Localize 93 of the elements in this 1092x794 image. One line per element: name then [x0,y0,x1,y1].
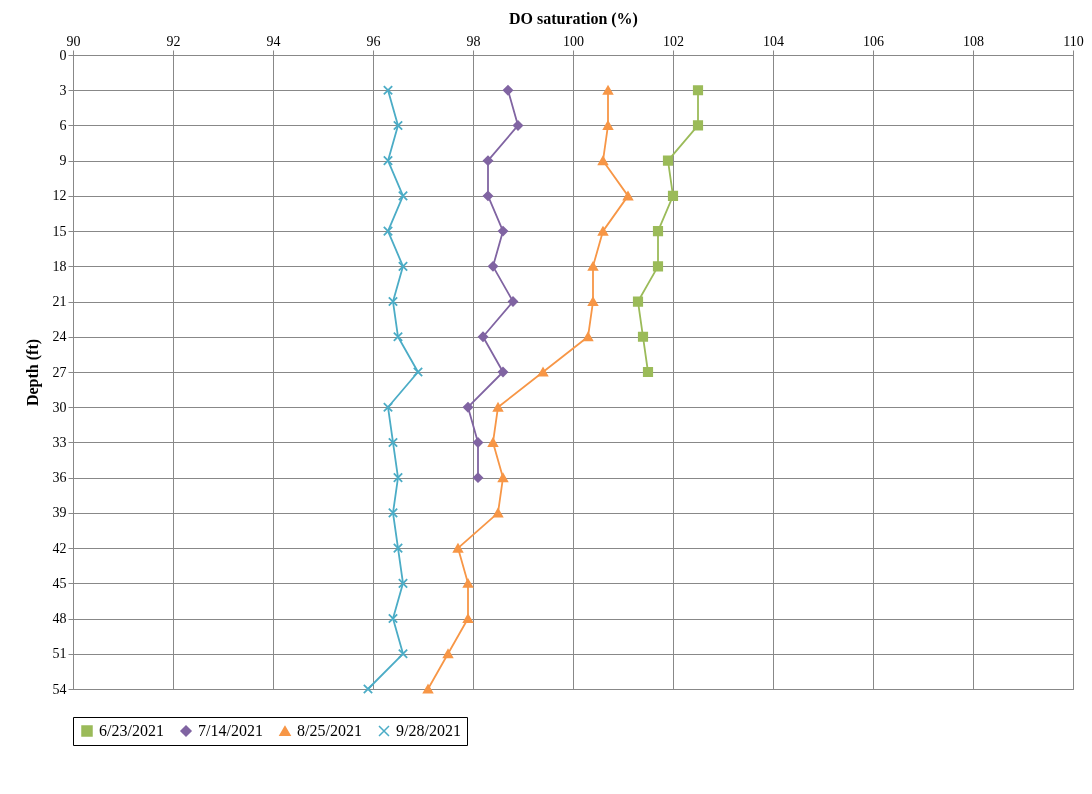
x-tick-label: 102 [663,33,684,49]
point [597,156,609,166]
point [582,332,594,342]
y-tick-label: 45 [52,575,67,591]
point [637,331,649,342]
x-tick-label: 100 [563,33,584,49]
point [652,226,664,237]
y-tick-label: 42 [52,540,67,556]
legend-label: 8/25/2021 [297,722,362,739]
y-tick-label: 51 [52,646,67,662]
y-tick-label: 0 [59,47,67,63]
point [642,366,654,378]
point [587,261,599,271]
x-tick-label: 106 [863,33,884,49]
point [587,297,599,307]
point [397,190,409,201]
point [482,190,494,201]
point [497,366,509,378]
x-tick-label: 92 [166,33,181,49]
y-tick-label: 54 [52,681,67,697]
y-tick-label: 39 [52,505,67,521]
x-tick-label: 108 [963,33,984,49]
y-tick-label: 15 [52,223,67,239]
point [597,226,609,236]
point [392,120,404,131]
y-tick-label: 18 [52,258,67,274]
point [362,683,374,695]
point [632,296,644,307]
point [502,85,514,96]
y-tick-label: 6 [59,117,67,133]
point [472,437,484,448]
point [482,155,494,166]
point [462,402,474,413]
y-tick-label: 3 [59,82,67,98]
y-tick-label: 30 [52,399,67,415]
point [442,649,454,659]
point [602,120,614,130]
legend-label: 7/14/2021 [198,722,263,739]
point [487,261,499,272]
x-axis-title: DO saturation (%) [509,9,638,28]
point [692,120,704,131]
point [382,226,394,237]
y-tick-label: 27 [52,364,67,380]
point [452,543,464,553]
point [392,472,404,483]
point [462,578,474,588]
point [497,226,509,237]
point [497,473,509,483]
point [652,261,664,272]
point [692,85,704,96]
point [537,367,549,377]
point [387,507,399,518]
point [392,543,404,554]
legend-label: 9/28/2021 [396,722,461,739]
x-tick-label: 98 [466,33,481,49]
point [392,331,404,342]
y-tick-label: 12 [52,188,67,204]
y-axis-title: Depth (ft) [23,338,42,407]
y-tick-label: 9 [59,153,67,169]
x-tick-label: 90 [66,33,81,49]
point [397,648,409,659]
legend-label: 6/23/2021 [99,722,164,739]
point [472,472,484,483]
point [512,120,524,131]
y-tick-label: 24 [52,329,67,345]
x-tick-label: 94 [266,33,281,49]
point [387,437,399,448]
y-tick-label: 48 [52,611,67,627]
point [387,613,399,624]
point [487,437,499,447]
point [387,296,399,307]
y-tick-label: 36 [52,470,67,486]
point [622,191,634,201]
y-tick-label: 33 [52,434,67,450]
x-tick-label: 104 [763,33,784,49]
point [492,402,504,412]
x-tick-label: 110 [1063,33,1084,49]
point [462,614,474,624]
point [397,578,409,589]
point [382,155,394,166]
point [507,296,519,307]
x-tick-label: 96 [366,33,381,49]
point [397,261,409,272]
point [382,402,394,413]
point [667,190,679,201]
point [477,331,489,342]
point [602,85,614,95]
point [662,155,674,166]
point [422,684,434,694]
point [492,508,504,518]
point [412,366,424,378]
point [382,85,394,96]
y-tick-label: 21 [52,294,67,310]
